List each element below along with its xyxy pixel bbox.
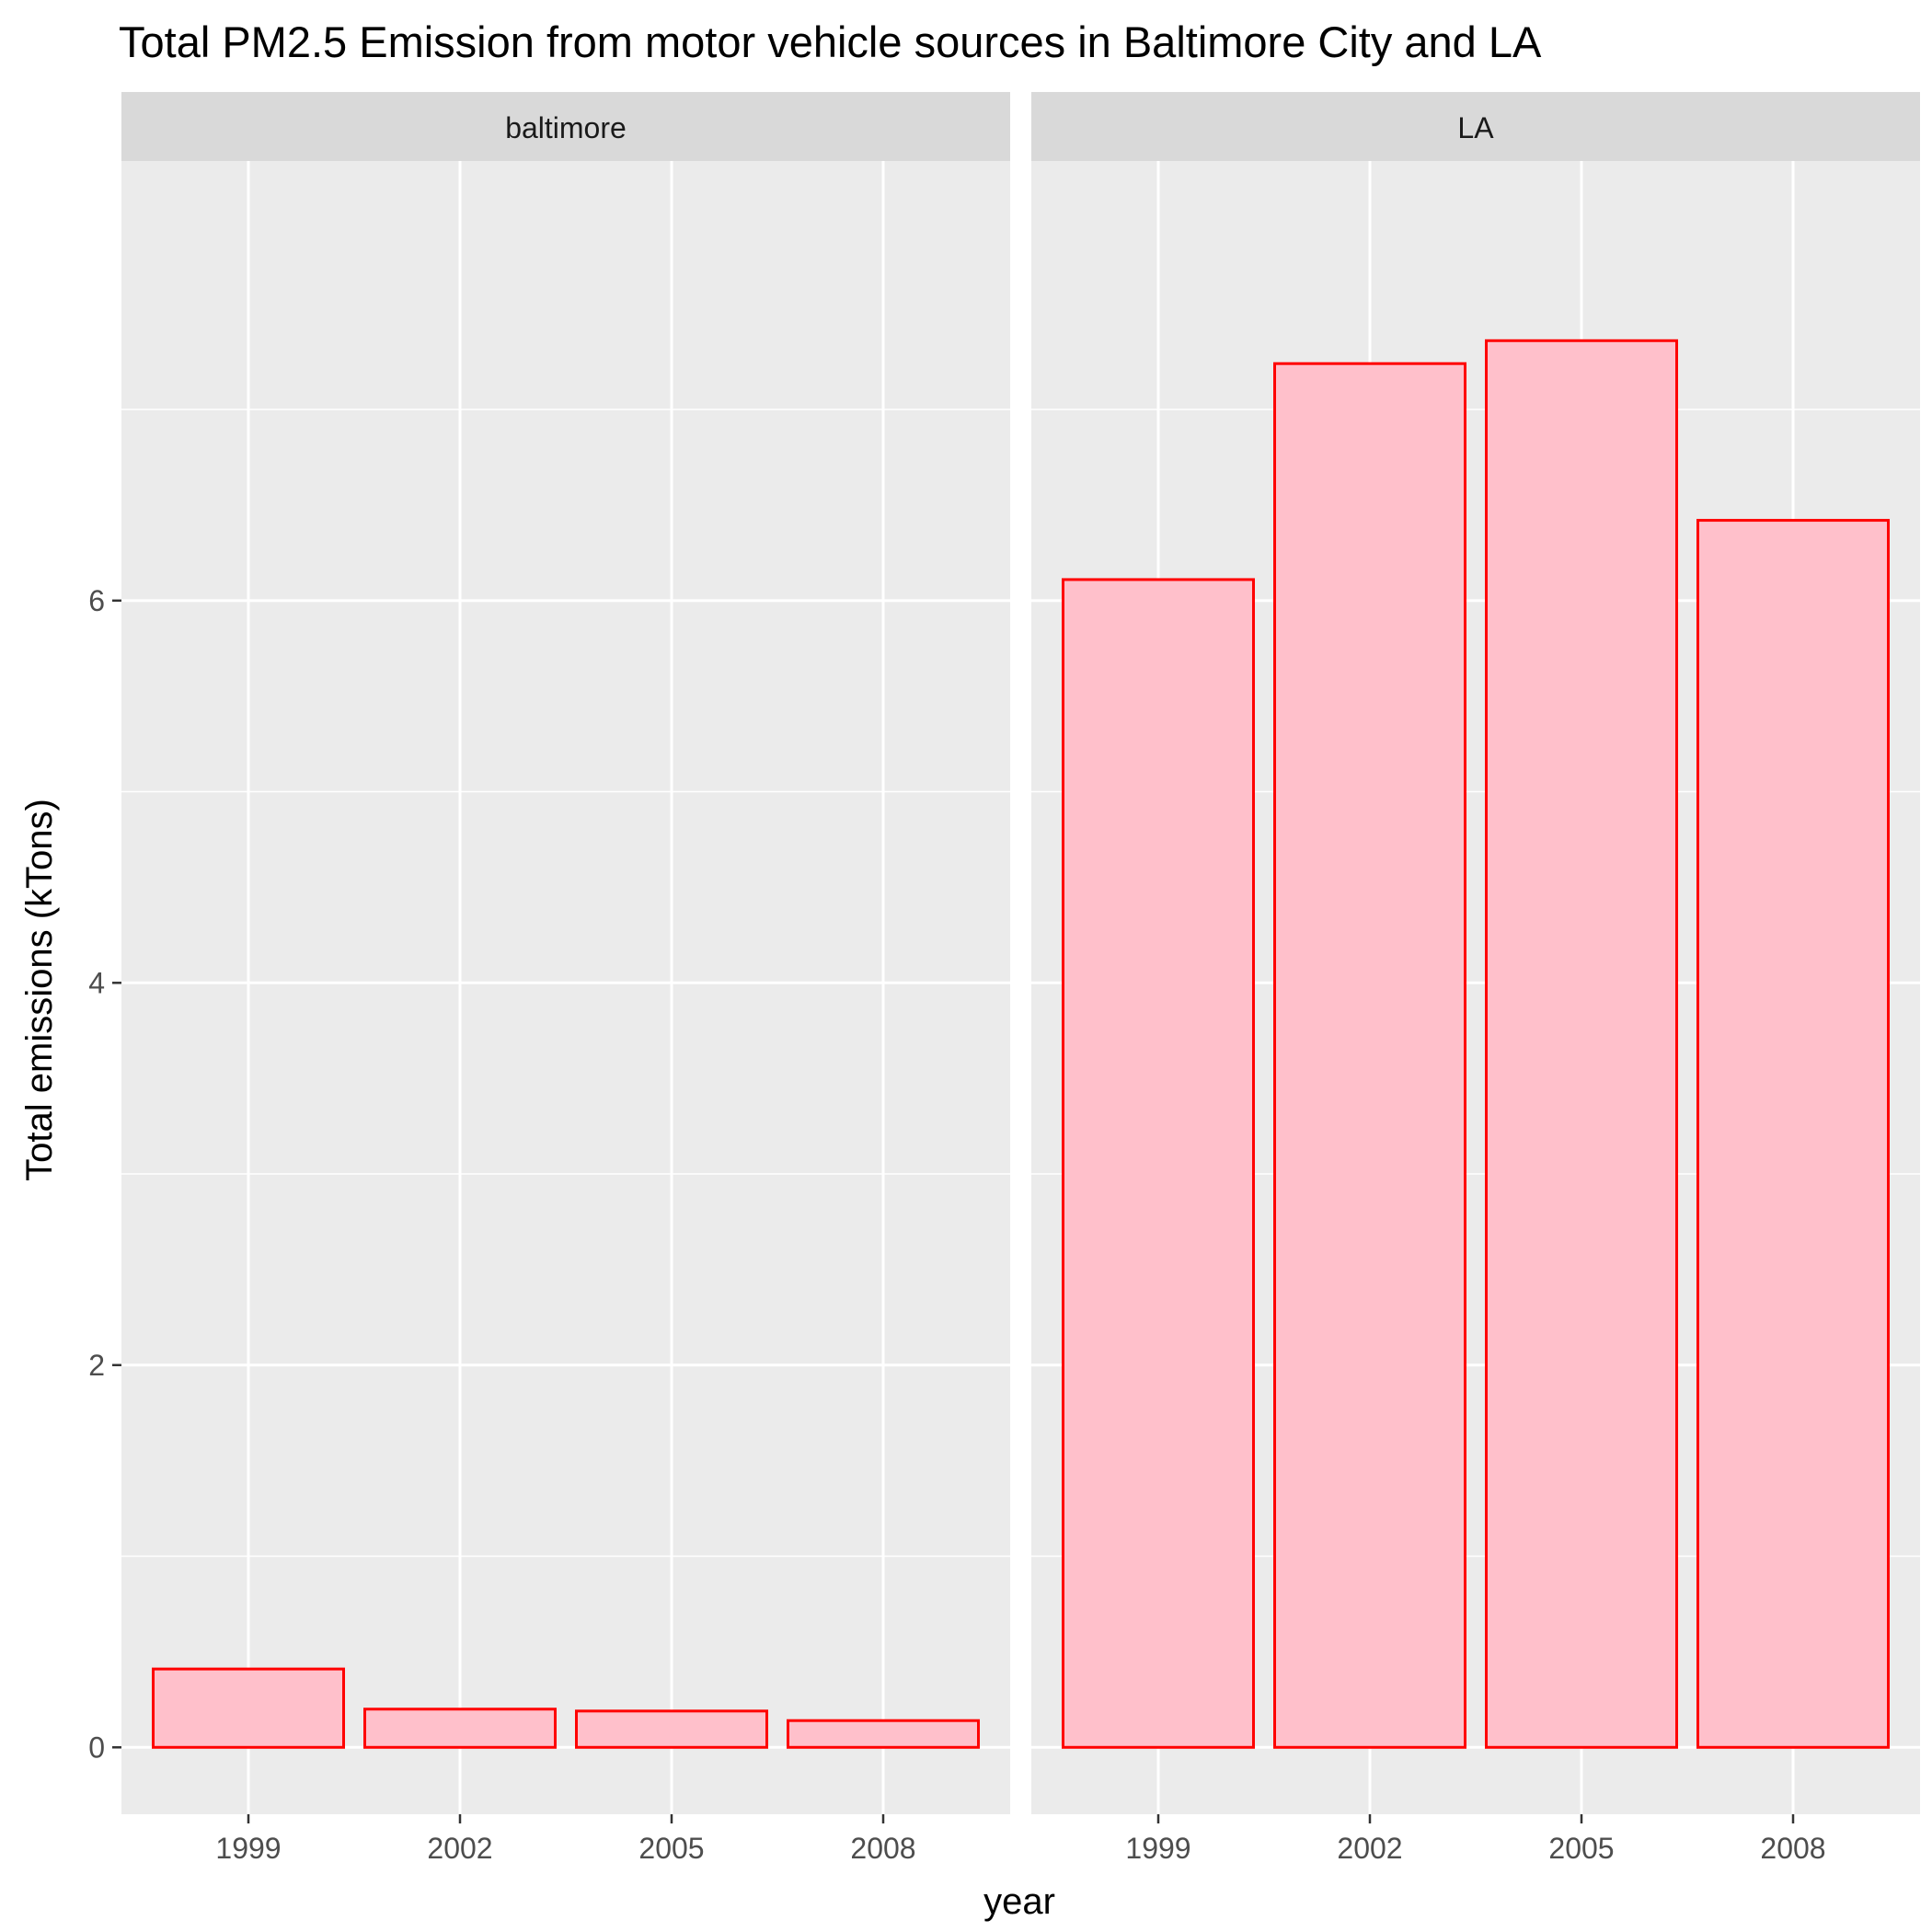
x-tick-label: 2002 — [1337, 1832, 1402, 1865]
facet-panel-0: baltimore 1999 2002 2005 2008 — [121, 92, 1010, 1865]
x-tick-label: 2002 — [427, 1832, 492, 1865]
x-tick-label: 1999 — [215, 1832, 281, 1865]
x-tick-label: 2005 — [1548, 1832, 1614, 1865]
facet-strip-label: LA — [1457, 111, 1494, 144]
bar-baltimore-2005 — [575, 1709, 768, 1749]
bar-LA-2002 — [1273, 362, 1466, 1749]
facet-strip — [1031, 92, 1920, 161]
y-tick-label: 0 — [88, 1731, 105, 1764]
facet-strip-label: baltimore — [505, 111, 627, 144]
panel-background — [121, 161, 1010, 1814]
bar-baltimore-2008 — [787, 1719, 980, 1749]
facets-layer: baltimore 1999 2002 2005 2008 LA 1999 2002 2005 2… — [121, 92, 1920, 1865]
x-axis-title: year — [983, 1881, 1055, 1922]
x-tick-label: 1999 — [1125, 1832, 1190, 1865]
y-axis-title: Total emissions (kTons) — [19, 799, 60, 1181]
bar-LA-2008 — [1696, 519, 1890, 1749]
y-tick-label: 6 — [88, 584, 105, 617]
y-axis: 0 2 4 6 — [88, 584, 121, 1764]
y-tick-label: 2 — [88, 1349, 105, 1382]
x-tick-label: 2005 — [638, 1832, 704, 1865]
facet-panel-1: LA 1999 2002 2005 2008 — [1031, 92, 1920, 1865]
chart-title: Total PM2.5 Emission from motor vehicle … — [119, 17, 1542, 66]
x-tick-label: 2008 — [1760, 1832, 1825, 1865]
facet-strip — [121, 92, 1010, 161]
bar-LA-2005 — [1485, 339, 1678, 1749]
bar-LA-1999 — [1062, 578, 1255, 1749]
x-tick-label: 2008 — [850, 1832, 915, 1865]
bar-baltimore-2002 — [363, 1708, 557, 1749]
bar-baltimore-1999 — [152, 1667, 345, 1749]
y-tick-label: 4 — [88, 966, 105, 999]
